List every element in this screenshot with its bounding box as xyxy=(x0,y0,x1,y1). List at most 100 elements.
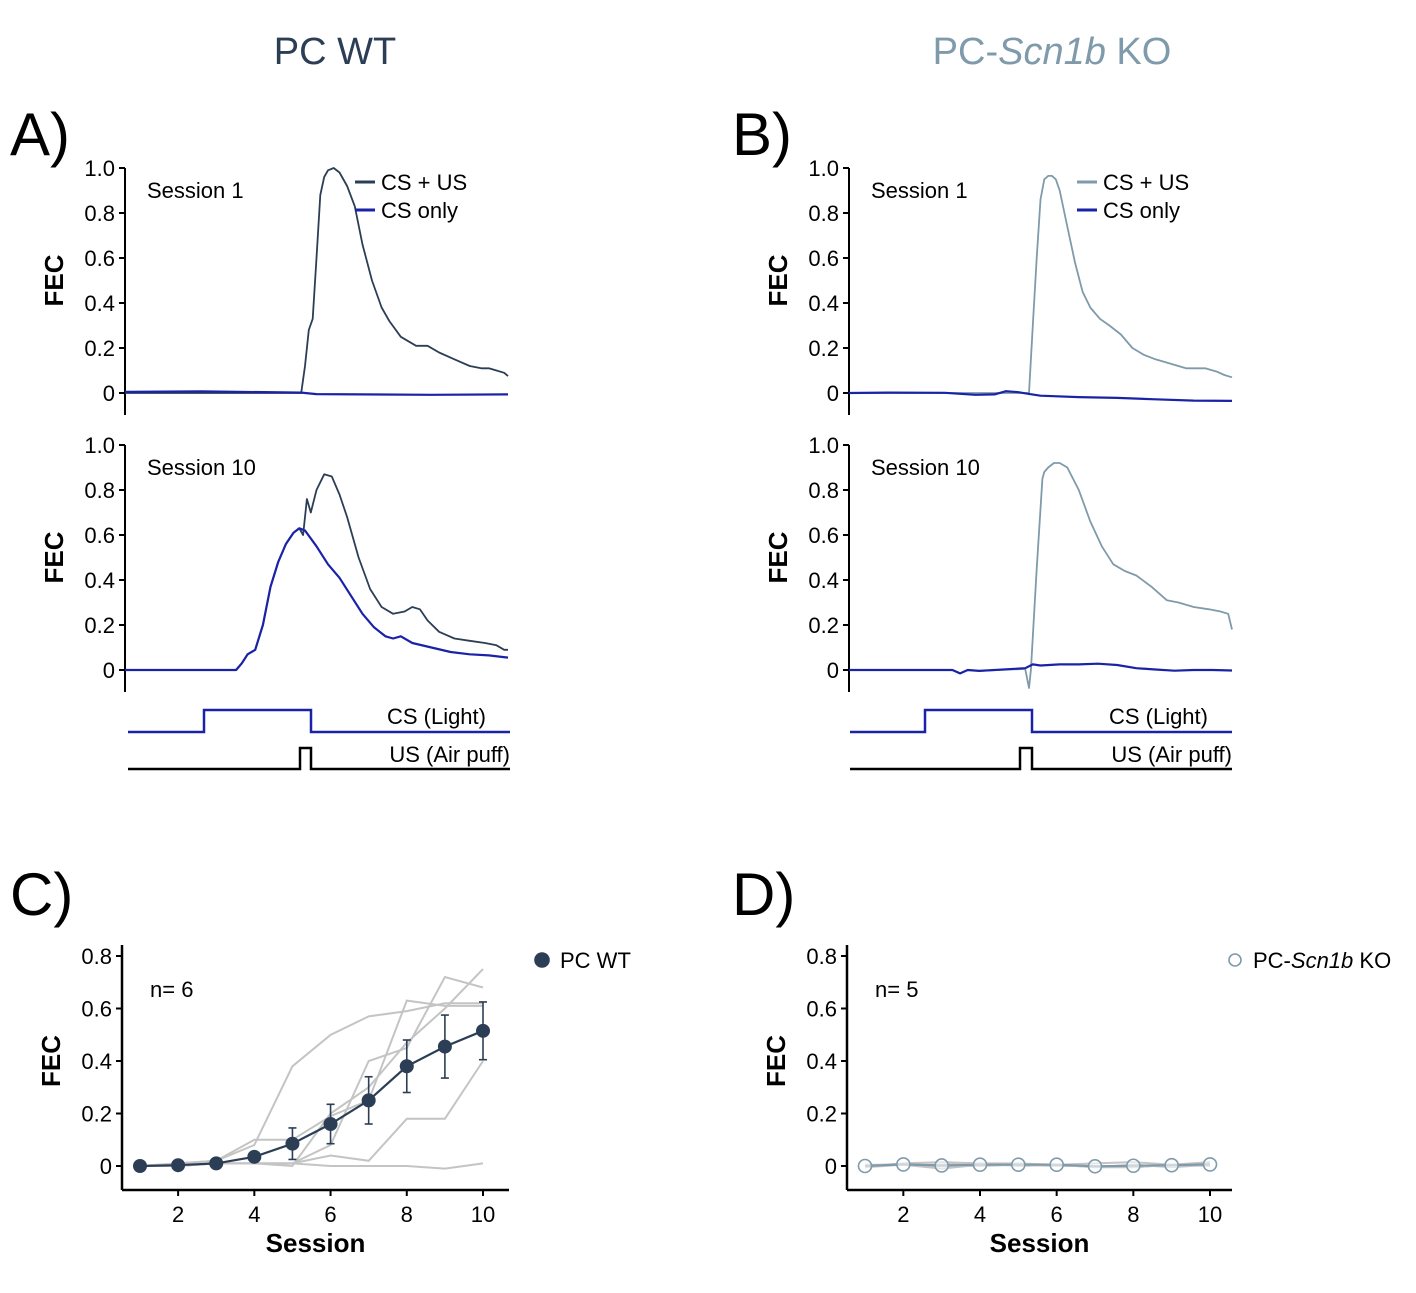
y-axis-label: FEC xyxy=(36,1035,66,1087)
panel-letter-b: B) xyxy=(732,101,792,168)
individual-animal-line xyxy=(139,1002,483,1167)
y-tick-label: 0.8 xyxy=(808,478,839,503)
mean-point xyxy=(857,1158,873,1174)
us-label-a: US (Air puff) xyxy=(389,742,510,767)
y-tick-label: 1.0 xyxy=(84,433,115,458)
panel-letter-a: A) xyxy=(10,101,70,168)
y-tick-label: 0.6 xyxy=(84,246,115,271)
trace-cs-us xyxy=(849,462,1233,689)
y-axis-label: FEC xyxy=(763,254,793,306)
mean-point xyxy=(1011,1157,1026,1172)
n-count-label: n= 6 xyxy=(150,977,193,1002)
mean-point xyxy=(399,1059,414,1074)
mean-point xyxy=(437,1039,452,1054)
y-tick-label: 0.4 xyxy=(808,568,839,593)
legend-label-cs-only: CS only xyxy=(381,198,458,223)
legend-label: PC WT xyxy=(560,948,631,973)
legend-marker xyxy=(534,952,550,968)
y-tick-label: 0.6 xyxy=(81,997,112,1022)
y-axis-label: FEC xyxy=(39,531,69,583)
group-title-ko: PC-Scn1b KO xyxy=(933,31,1172,73)
x-axis-label: Session xyxy=(266,1228,366,1258)
mean-point xyxy=(209,1156,224,1171)
y-tick-label: 0.6 xyxy=(806,997,837,1022)
cs-label-a: CS (Light) xyxy=(387,704,486,729)
y-tick-label: 1.0 xyxy=(808,156,839,181)
x-tick-label: 2 xyxy=(172,1202,184,1227)
mean-point xyxy=(1164,1157,1179,1173)
group-title-wt: PC WT xyxy=(274,31,396,73)
legend-label-cs-us: CS + US xyxy=(1103,170,1189,195)
y-tick-label: 0.2 xyxy=(81,1102,112,1127)
y-tick-label: 0.2 xyxy=(808,613,839,638)
cs-label-b: CS (Light) xyxy=(1109,704,1208,729)
y-tick-label: 0.2 xyxy=(84,613,115,638)
legend-suffix: KO xyxy=(1353,948,1391,973)
mean-point xyxy=(285,1136,300,1151)
panel-letter-c: C) xyxy=(10,861,73,928)
legend-marker xyxy=(1228,953,1242,967)
y-tick-label: 0 xyxy=(103,658,115,683)
mean-point xyxy=(972,1157,988,1172)
y-tick-label: 0 xyxy=(827,658,839,683)
y-tick-label: 0.4 xyxy=(81,1049,112,1074)
trace-panel-b1: 1.0 0.8 0.6 0.4 0.2 0 FEC Session 1 CS + US CS on… xyxy=(763,156,1233,415)
y-tick-label: 0.6 xyxy=(84,523,115,548)
individual-animal-line xyxy=(139,999,483,1167)
group-title-ko-suffix: KO xyxy=(1106,31,1171,73)
individual-animal-line xyxy=(140,1060,484,1167)
mean-line xyxy=(139,1029,484,1168)
mean-point xyxy=(1049,1157,1064,1172)
us-stimulus-trace xyxy=(850,746,1232,771)
x-tick-label: 2 xyxy=(897,1202,909,1227)
trace-cs-us xyxy=(125,473,508,671)
mean-point xyxy=(1126,1158,1141,1174)
mean-line xyxy=(864,1163,1211,1168)
x-tick-label: 4 xyxy=(248,1202,260,1227)
stimulus-b xyxy=(850,708,1232,771)
mean-point xyxy=(171,1158,186,1173)
x-tick-label: 8 xyxy=(401,1202,413,1227)
y-tick-label: 0.4 xyxy=(806,1049,837,1074)
mean-point xyxy=(247,1149,262,1164)
x-tick-label: 6 xyxy=(324,1202,336,1227)
mean-point xyxy=(323,1117,338,1131)
y-tick-label: 0.8 xyxy=(84,201,115,226)
trace-cs-only xyxy=(848,390,1233,402)
legend-label-cs-us: CS + US xyxy=(381,170,467,195)
session-label: Session 10 xyxy=(147,455,256,480)
y-tick-label: 0.2 xyxy=(806,1102,837,1127)
y-tick-label: 1.0 xyxy=(84,156,115,181)
y-tick-label: 0.8 xyxy=(84,478,115,503)
y-tick-label: 1.0 xyxy=(808,433,839,458)
y-tick-label: 0 xyxy=(825,1154,837,1179)
legend-label: PC-Scn1b KO xyxy=(1253,948,1391,973)
group-title-ko-prefix: PC- xyxy=(933,31,998,73)
mean-point xyxy=(934,1158,949,1173)
charts-layer: 1.0 0.8 0.6 0.4 0.2 0 FEC Session 1 CS + US CS on… xyxy=(36,156,1391,1258)
y-tick-label: 0.2 xyxy=(84,336,115,361)
y-tick-label: 0.6 xyxy=(808,523,839,548)
trace-cs-us xyxy=(849,174,1233,394)
learning-panel-c: 0.8 0.6 0.4 0.2 0 2 4 6 8 10 Session FEC n= 6 PC WT xyxy=(36,944,631,1258)
trace-cs-only xyxy=(849,662,1233,675)
x-tick-label: 4 xyxy=(974,1202,986,1227)
trace-cs-only xyxy=(124,390,509,396)
cs-stimulus-trace xyxy=(128,708,510,734)
y-tick-label: 0.4 xyxy=(808,291,839,316)
y-tick-label: 0.8 xyxy=(81,944,112,969)
y-tick-label: 0.8 xyxy=(806,944,837,969)
x-tick-label: 10 xyxy=(471,1202,495,1227)
x-tick-label: 6 xyxy=(1051,1202,1063,1227)
group-title-ko-gene: Scn1b xyxy=(998,31,1106,73)
trace-cs-only xyxy=(125,527,509,672)
mean-point xyxy=(361,1093,376,1108)
us-label-b: US (Air puff) xyxy=(1111,742,1232,767)
y-axis-label: FEC xyxy=(763,531,793,583)
mean-point xyxy=(133,1159,147,1173)
session-label: Session 10 xyxy=(871,455,980,480)
mean-point xyxy=(896,1157,911,1172)
y-axis-label: FEC xyxy=(39,254,69,306)
y-axis-label: FEC xyxy=(761,1035,791,1087)
